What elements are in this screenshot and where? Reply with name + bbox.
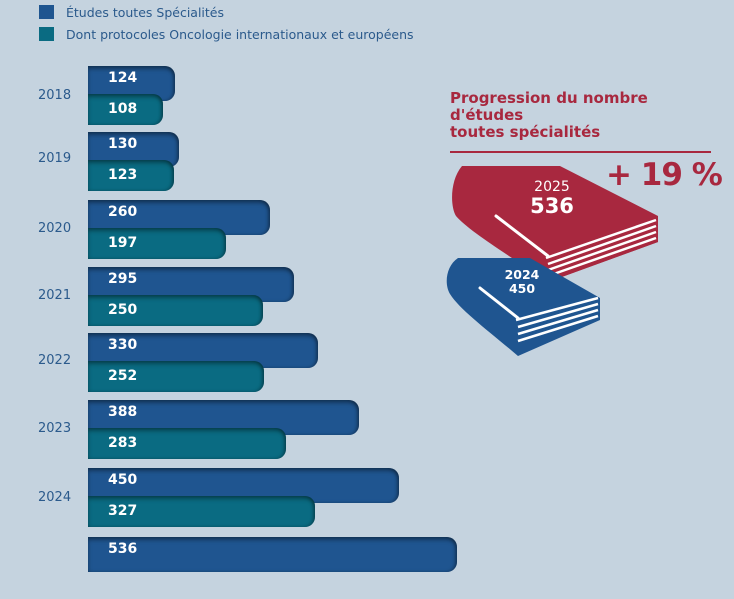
bar-value: 197	[108, 235, 138, 251]
year-label: 2018	[38, 88, 72, 103]
progression-panel: Progression du nombre d'études toutes sp…	[450, 90, 712, 153]
bar-value: 123	[108, 167, 138, 183]
legend-swatch-onco	[39, 27, 54, 41]
bar-group: 2019 130 123	[0, 132, 470, 194]
books-illustration	[446, 166, 658, 356]
book-2025-value: 536	[530, 194, 574, 218]
bar-group: 2022 330 252	[0, 333, 470, 395]
year-label: 2019	[38, 151, 72, 166]
book-2024-year: 2024	[504, 267, 540, 282]
bar-onco: 123	[88, 160, 174, 191]
bar-value: 250	[108, 302, 138, 318]
bar-value: 536	[108, 541, 138, 557]
bar-onco: 250	[88, 295, 263, 326]
bar-onco: 108	[88, 94, 163, 125]
book-2024-icon	[446, 258, 600, 356]
book-2024-label: 2024 450	[497, 268, 547, 296]
bar-group: 536	[0, 537, 470, 599]
bar-group: 2021 295 250	[0, 267, 470, 329]
bar-value: 283	[108, 435, 138, 451]
bar-value: 295	[108, 271, 138, 287]
bar-value: 260	[108, 204, 138, 220]
year-label: 2024	[38, 490, 72, 505]
panel-title-line2: toutes spécialités	[450, 123, 601, 141]
legend-label: Études toutes Spécialités	[66, 4, 224, 20]
book-2025-label: 2025 536	[522, 179, 582, 218]
panel-title-line1: Progression du nombre d'études	[450, 89, 648, 124]
legend-swatch-total	[39, 5, 54, 19]
bar-value: 252	[108, 368, 138, 384]
bar-onco: 327	[88, 496, 315, 527]
growth-percentage: + 19 %	[606, 157, 723, 193]
legend-item-onco: Dont protocoles Oncologie internationaux…	[39, 23, 414, 45]
bar-group: 2024 450 327	[0, 468, 470, 530]
bar-total: 536	[88, 537, 457, 572]
bar-onco: 252	[88, 361, 264, 392]
year-label: 2022	[38, 353, 72, 368]
bar-value: 388	[108, 404, 138, 420]
book-2025-year: 2025	[534, 179, 570, 195]
year-label: 2020	[38, 221, 72, 236]
legend: Études toutes Spécialités Dont protocole…	[39, 1, 414, 45]
year-label: 2021	[38, 288, 72, 303]
book-2025-icon	[452, 166, 658, 282]
year-label: 2023	[38, 421, 72, 436]
bar-onco: 283	[88, 428, 286, 459]
divider	[450, 151, 711, 153]
bar-value: 108	[108, 101, 138, 117]
bar-value: 327	[108, 503, 138, 519]
bar-group: 2020 260 197	[0, 200, 470, 262]
legend-label: Dont protocoles Oncologie internationaux…	[66, 26, 414, 42]
bar-group: 2023 388 283	[0, 400, 470, 462]
legend-item-total: Études toutes Spécialités	[39, 1, 414, 23]
bar-value: 130	[108, 136, 138, 152]
bar-onco: 197	[88, 228, 226, 259]
bar-value: 124	[108, 70, 138, 86]
bar-chart: 2018 124 108 2019 130 123 2020 260 197 2…	[0, 66, 470, 572]
book-2024-value: 450	[508, 281, 536, 296]
bar-group: 2018 124 108	[0, 66, 470, 128]
bar-value: 330	[108, 337, 138, 353]
panel-title: Progression du nombre d'études toutes sp…	[450, 90, 712, 141]
bar-value: 450	[108, 472, 138, 488]
